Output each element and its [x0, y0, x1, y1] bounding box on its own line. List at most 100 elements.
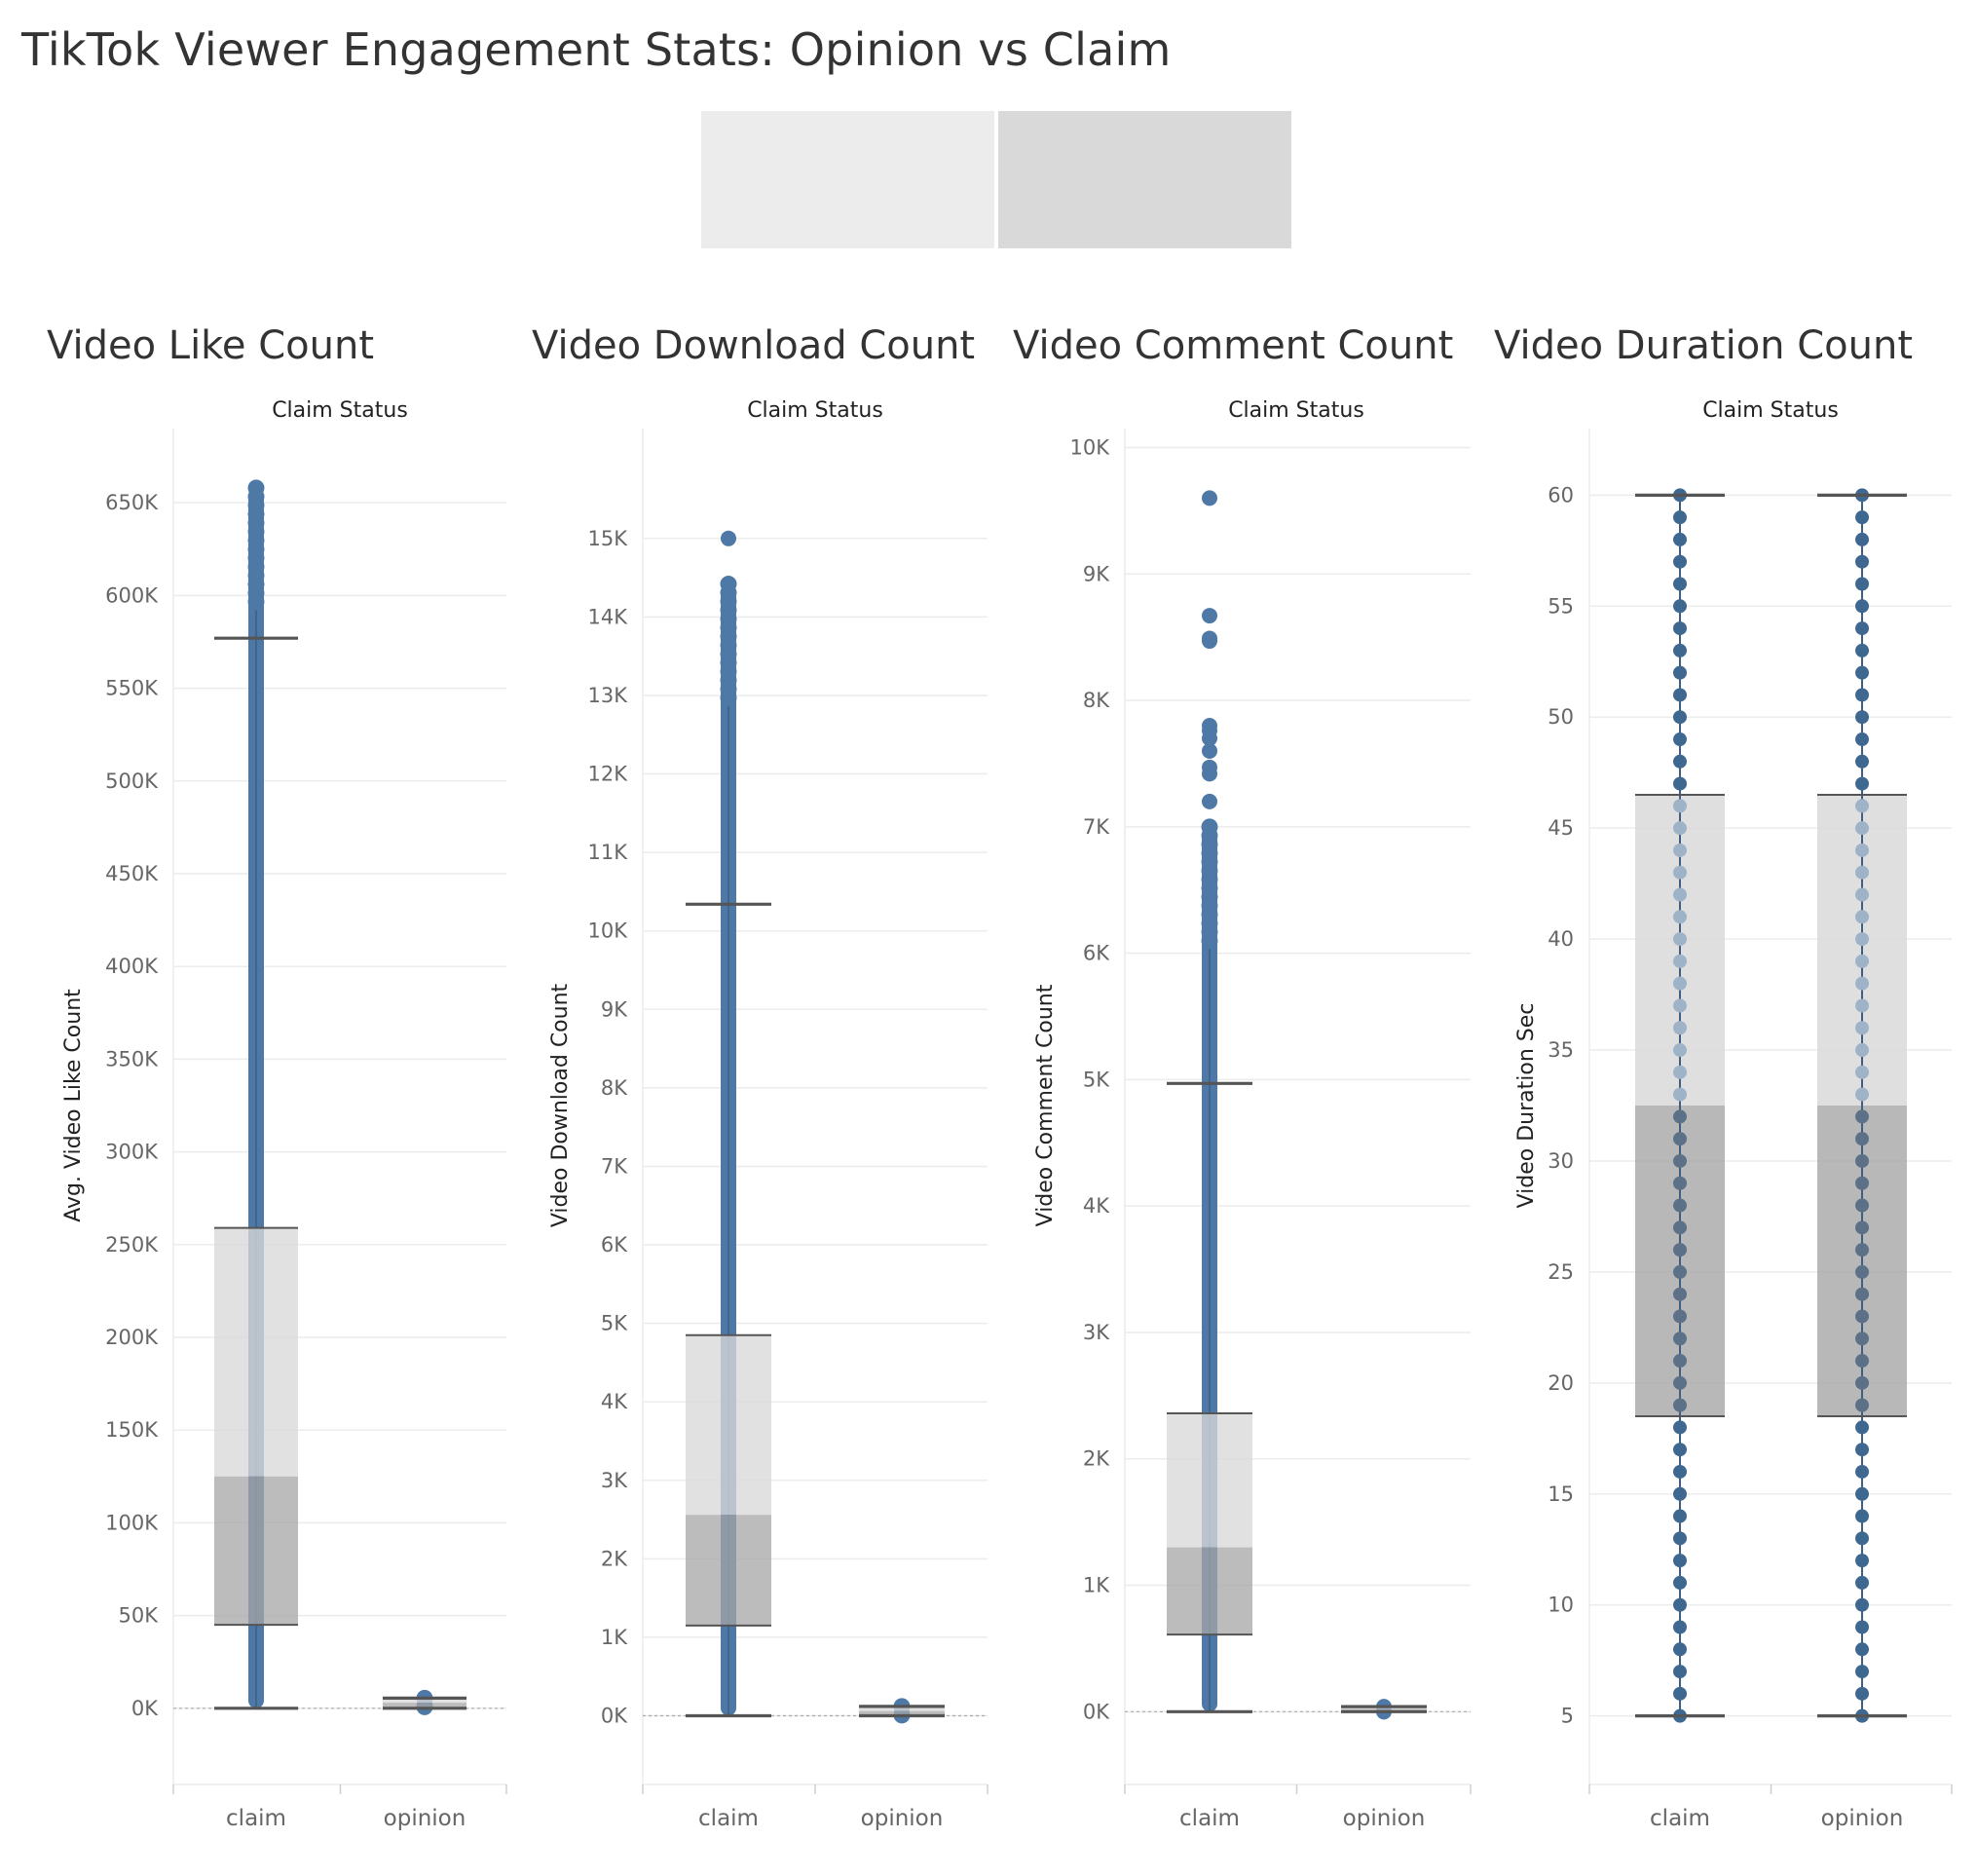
data-point: [1673, 998, 1687, 1013]
data-point: [1201, 932, 1218, 950]
y-tick-label: 350K: [105, 1047, 159, 1070]
data-point: [1855, 1464, 1869, 1479]
data-point: [1855, 1109, 1869, 1124]
data-point: [1673, 1642, 1687, 1657]
data-point: [1673, 1132, 1687, 1146]
y-tick-label: 150K: [105, 1418, 159, 1442]
data-point: [1855, 799, 1869, 813]
data-point: [1855, 1309, 1869, 1324]
panel-title: Video Download Count: [532, 323, 975, 368]
y-tick-label: 14K: [588, 605, 629, 628]
outlier-point: [1202, 793, 1217, 809]
data-point: [1855, 665, 1869, 680]
y-tick-label: 25: [1548, 1260, 1574, 1284]
data-point: [1855, 1554, 1869, 1568]
data-point: [1673, 554, 1687, 569]
y-tick-label: 10: [1548, 1594, 1574, 1617]
data-point: [1673, 665, 1687, 680]
data-point: [1673, 1354, 1687, 1369]
filter-box-left[interactable]: [701, 111, 994, 248]
y-tick-label: 4K: [1083, 1194, 1110, 1218]
y-tick-label: 8K: [601, 1076, 628, 1100]
data-point: [1855, 998, 1869, 1013]
data-point: [1855, 776, 1869, 791]
data-point: [1673, 1597, 1687, 1612]
data-point: [1673, 1287, 1687, 1301]
y-tick-label: 1K: [601, 1626, 628, 1649]
data-point: [1673, 1332, 1687, 1346]
y-tick-label: 5K: [1083, 1068, 1110, 1091]
y-tick-label: 300K: [105, 1141, 159, 1164]
y-tick-label: 45: [1548, 816, 1574, 840]
data-point: [1855, 688, 1869, 702]
data-point: [1855, 1486, 1869, 1501]
y-tick-label: 3K: [1083, 1321, 1110, 1344]
data-point: [1673, 1220, 1687, 1235]
y-tick-label: 250K: [105, 1233, 159, 1257]
data-point: [1673, 1243, 1687, 1257]
column-header: Claim Status: [1228, 398, 1364, 423]
y-tick-label: 50: [1548, 705, 1574, 729]
data-point: [1855, 1354, 1869, 1369]
y-tick-label: 20: [1548, 1371, 1574, 1395]
y-tick-label: 200K: [105, 1326, 159, 1349]
y-tick-label: 15: [1548, 1482, 1574, 1506]
y-axis-title: Avg. Video Like Count: [61, 989, 86, 1222]
data-point: [1673, 932, 1687, 947]
box-opinion: [859, 1698, 945, 1724]
data-point: [1855, 1642, 1869, 1657]
data-point: [720, 690, 737, 707]
data-point: [1673, 776, 1687, 791]
filter-boxes: [701, 111, 1291, 248]
chart-panel-2: Video Download Count Claim Status Video Do…: [532, 323, 988, 1831]
data-point: [1673, 799, 1687, 813]
y-tick-label: 11K: [588, 841, 629, 864]
data-point: [1855, 1332, 1869, 1346]
outlier-point: [1202, 490, 1217, 507]
box-upper-quartile: [859, 1706, 945, 1711]
data-point: [1673, 1420, 1687, 1435]
data-point: [1673, 1065, 1687, 1079]
data-point: [1673, 910, 1687, 924]
y-tick-label: 7K: [601, 1154, 628, 1178]
data-point: [1673, 1264, 1687, 1279]
panel-title: Video Comment Count: [1013, 323, 1453, 368]
data-point: [1673, 577, 1687, 591]
y-tick-label: 9K: [1083, 562, 1110, 585]
y-tick-label: 5K: [601, 1312, 628, 1335]
y-tick-label: 3K: [601, 1469, 628, 1492]
y-tick-label: 7K: [1083, 815, 1110, 839]
y-tick-label: 0K: [1083, 1700, 1110, 1723]
data-point: [1855, 821, 1869, 836]
box-opinion: [383, 1689, 466, 1715]
data-point: [1673, 1665, 1687, 1679]
y-axis-title: Video Download Count: [548, 983, 573, 1227]
y-axis-title: Video Duration Sec: [1514, 1003, 1539, 1209]
y-tick-label: 55: [1548, 594, 1574, 618]
y-tick-label: 500K: [105, 769, 159, 793]
filter-box-right[interactable]: [998, 111, 1291, 248]
data-point: [1855, 1043, 1869, 1058]
chart-panel-3: Video Comment Count Claim Status Video Com…: [1013, 323, 1472, 1831]
data-point: [1855, 1132, 1869, 1146]
y-tick-label: 6K: [601, 1233, 628, 1257]
data-point: [1673, 865, 1687, 880]
box-upper-quartile: [1167, 1413, 1252, 1548]
outlier-point: [1202, 630, 1217, 647]
y-tick-label: 35: [1548, 1038, 1574, 1062]
x-category-label: claim: [1179, 1806, 1240, 1831]
box-claim: [1635, 488, 1725, 1723]
y-tick-label: 1K: [1083, 1574, 1110, 1597]
y-tick-label: 400K: [105, 955, 159, 978]
data-point: [1855, 732, 1869, 747]
data-point: [1673, 1021, 1687, 1035]
data-point: [1855, 1087, 1869, 1102]
data-point: [1855, 599, 1869, 614]
data-point: [1855, 643, 1869, 657]
data-point: [1673, 621, 1687, 636]
y-tick-label: 2K: [601, 1547, 628, 1570]
data-point: [1855, 1264, 1869, 1279]
data-point: [1855, 1575, 1869, 1590]
data-point: [1673, 1043, 1687, 1058]
data-point: [1855, 1420, 1869, 1435]
